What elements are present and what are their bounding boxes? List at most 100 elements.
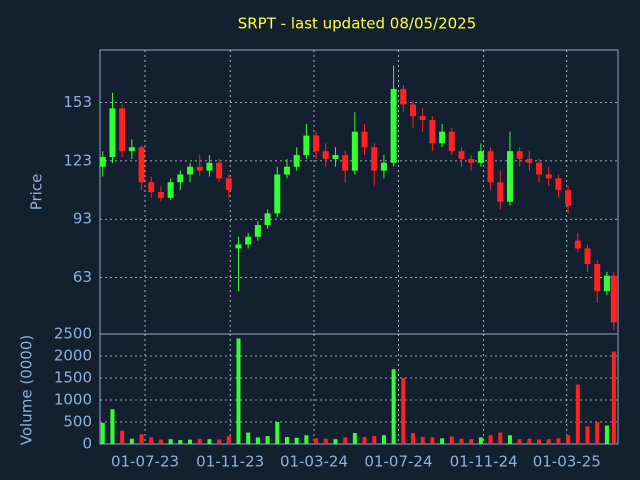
volume-bar <box>585 426 590 444</box>
candle-body <box>448 131 455 152</box>
volume-bar <box>158 439 163 444</box>
volume-bar <box>430 437 435 444</box>
volume-bar <box>294 437 299 444</box>
candle-body <box>225 178 232 191</box>
volume-tick-label: 0 <box>82 435 92 453</box>
y-tick-label: 123 <box>63 151 92 169</box>
x-tick-label: 01-03-24 <box>280 453 348 471</box>
volume-bar <box>333 439 338 444</box>
candle-body <box>526 158 533 163</box>
volume-bar <box>401 378 406 444</box>
candle-body <box>167 182 174 198</box>
volume-bar <box>275 422 280 444</box>
candle-body <box>419 116 426 121</box>
candle-body <box>477 151 484 163</box>
volume-bar <box>217 439 222 444</box>
candle-body <box>157 192 164 198</box>
volume-bar <box>362 436 367 444</box>
candle-body <box>245 236 252 245</box>
candle-body <box>99 156 106 167</box>
volume-bar <box>537 439 542 444</box>
candle-body <box>429 120 436 144</box>
candle-body <box>584 248 591 264</box>
candle-body <box>390 88 397 163</box>
candle-body <box>148 182 155 192</box>
candle-body <box>119 108 126 152</box>
candle-body <box>351 131 358 171</box>
candle-body <box>322 151 329 159</box>
volume-bar <box>478 437 483 444</box>
candle-body <box>187 166 194 175</box>
candle-body <box>235 244 242 249</box>
candle-body <box>439 131 446 144</box>
volume-bar <box>381 435 386 444</box>
y-tick-label: 93 <box>73 210 92 228</box>
candle-body <box>342 155 349 171</box>
volume-tick-label: 500 <box>63 413 92 431</box>
candle-body <box>303 135 310 156</box>
candle-body <box>594 263 601 292</box>
volume-bar <box>488 435 493 444</box>
x-tick-label: 01-07-24 <box>364 453 432 471</box>
candle-body <box>565 190 572 206</box>
volume-tick-label: 2000 <box>54 347 92 365</box>
candle-body <box>610 275 617 323</box>
volume-bar <box>129 438 134 444</box>
volume-bar <box>139 434 144 444</box>
volume-bar <box>498 432 503 444</box>
volume-bar <box>100 422 105 444</box>
volume-bar <box>420 436 425 444</box>
candle-body <box>380 162 387 171</box>
x-tick-label: 01-11-24 <box>450 453 518 471</box>
volume-bar <box>178 440 183 444</box>
candle-body <box>371 147 378 171</box>
candle-body <box>410 104 417 117</box>
candle-body <box>313 135 320 152</box>
candle-body <box>177 174 184 183</box>
candle-body <box>574 240 581 249</box>
volume-bar <box>459 438 464 444</box>
volume-bar <box>507 435 512 444</box>
candle-body <box>555 178 562 191</box>
candle-body <box>361 131 368 148</box>
y-tick-label: 153 <box>63 93 92 111</box>
y-axis-label: Price <box>28 174 46 211</box>
volume-bar <box>149 437 154 444</box>
volume-bar <box>372 436 377 444</box>
volume-bar <box>236 338 241 444</box>
candle-body <box>254 225 261 237</box>
volume-bar <box>188 439 193 444</box>
candle-body <box>293 155 300 167</box>
volume-bar <box>604 425 609 444</box>
volume-bar <box>556 438 561 444</box>
candle-body <box>506 151 513 202</box>
candle-body <box>545 174 552 179</box>
chart-title: SRPT - last updated 08/05/2025 <box>238 15 477 33</box>
candle-body <box>138 147 145 183</box>
volume-bar <box>197 438 202 444</box>
volume-bar <box>265 436 270 444</box>
candle-body <box>216 162 223 179</box>
volume-bar <box>352 433 357 444</box>
volume-bar <box>575 384 580 444</box>
volume-bar <box>449 436 454 444</box>
volume-bar <box>284 436 289 444</box>
volume-bar <box>566 435 571 444</box>
candle-body <box>603 275 610 292</box>
candle-body <box>196 166 203 171</box>
candle-body <box>206 162 213 171</box>
volume-bar <box>168 439 173 444</box>
candle-body <box>264 213 271 226</box>
volume-bar <box>255 437 260 444</box>
volume-bar <box>314 438 319 444</box>
volume-bar <box>226 436 231 444</box>
candle-body <box>487 151 494 183</box>
x-tick-label: 01-11-23 <box>196 453 264 471</box>
volume-bar <box>469 439 474 444</box>
volume-tick-label: 1000 <box>54 391 92 409</box>
volume-bar <box>304 435 309 444</box>
x-tick-label: 01-03-25 <box>533 453 601 471</box>
volume-tick-label: 1500 <box>54 369 92 387</box>
